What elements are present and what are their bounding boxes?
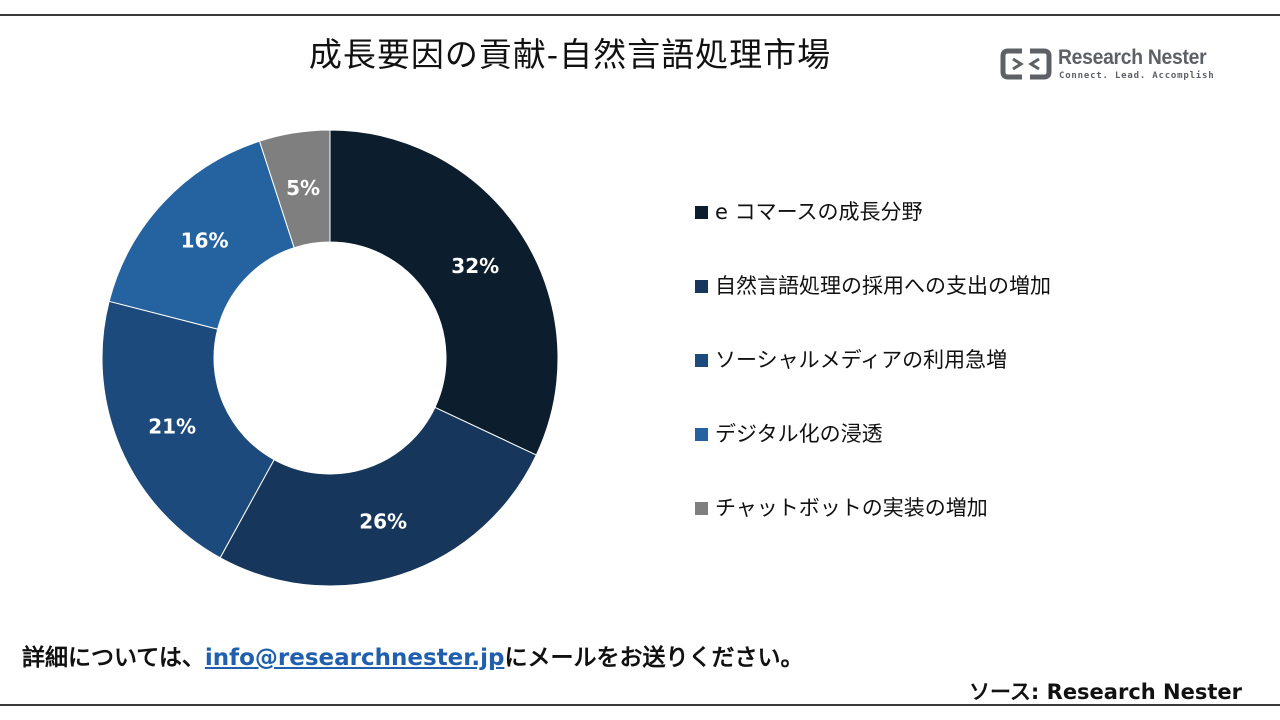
source-credit: ソース: Research Nester [968,680,1242,704]
research-nester-logo: Research Nester Connect. Lead. Accomplis… [1000,46,1220,86]
contact-note: 詳細については、info@researchnester.jpにメールをお送りくだ… [22,638,803,672]
logo-name: Research Nester [1058,46,1207,69]
legend-item-4: デジタル化の浸透 [695,418,1155,450]
legend-item-3: ソーシャルメディアの利用急増 [695,344,1155,376]
legend-swatch [695,280,708,293]
legend-item-2: 自然言語処理の採用への支出の増加 [695,270,1155,302]
legend-swatch [695,502,708,515]
slice-value-label-1: 32% [451,254,499,278]
logo-mark-icon [1000,48,1052,80]
donut-slice-1 [329,129,559,456]
contact-email-link[interactable]: info@researchnester.jp [204,645,505,671]
legend-swatch [695,206,708,219]
legend-label: 自然言語処理の採用への支出の増加 [715,274,1051,298]
contact-prefix: 詳細については、 [22,645,205,671]
donut-slice-3 [101,300,275,559]
legend-label: チャットボットの実装の増加 [715,496,988,520]
donut-slice-5 [258,129,331,249]
donut-slice-2 [219,406,537,587]
legend-swatch [695,428,708,441]
legend-item-1: e コマースの成長分野 [695,196,1155,228]
chart-title: 成長要因の貢献-自然言語処理市場 [308,35,832,74]
contact-suffix: にメールをお送りください。 [504,645,804,671]
legend-item-5: チャットボットの実装の増加 [695,492,1155,524]
top-border [0,14,1280,16]
bottom-border [0,704,1280,706]
legend-swatch [695,354,708,367]
slice-value-label-5: 5% [286,176,320,200]
slice-value-label-2: 26% [359,510,407,534]
slice-value-label-3: 21% [148,414,196,438]
legend-label: e コマースの成長分野 [715,200,923,224]
legend-label: ソーシャルメディアの利用急増 [715,348,1008,372]
donut-chart: 32% 26% 21% 16% 5% [101,129,559,587]
logo-tagline: Connect. Lead. Accomplish [1059,71,1215,81]
legend-label: デジタル化の浸透 [715,422,883,446]
slice-value-label-4: 16% [181,228,229,252]
donut-slice-4 [108,140,295,330]
